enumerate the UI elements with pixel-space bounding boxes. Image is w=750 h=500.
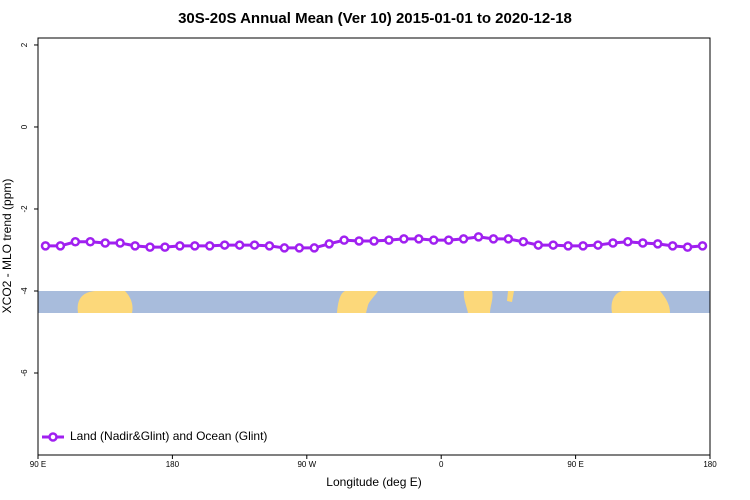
- data-point: [488, 234, 499, 244]
- x-tick-label: 180: [166, 460, 180, 469]
- data-point: [503, 234, 514, 244]
- data-point: [55, 241, 66, 251]
- data-point: [294, 243, 305, 253]
- data-point: [697, 241, 708, 251]
- x-tick-label: 180: [703, 460, 717, 469]
- data-point: [563, 241, 573, 251]
- x-tick-label: 90 W: [297, 460, 316, 469]
- data-point: [682, 242, 693, 252]
- data-point: [264, 241, 275, 251]
- data-point: [190, 241, 200, 251]
- x-tick-label: 90 E: [30, 460, 46, 469]
- x-axis-label: Longitude (deg E): [326, 475, 421, 489]
- legend-marker: [48, 432, 58, 442]
- data-point: [175, 241, 185, 251]
- data-point: [40, 241, 51, 251]
- data-point: [518, 237, 529, 247]
- data-point: [249, 240, 260, 250]
- y-tick-label: -6: [20, 369, 29, 377]
- data-point: [354, 236, 364, 246]
- data-point: [667, 241, 678, 251]
- data-point: [414, 234, 424, 244]
- data-point: [204, 241, 215, 251]
- data-point: [100, 238, 110, 248]
- data-point: [145, 242, 155, 252]
- data-point: [384, 235, 394, 245]
- data-point: [473, 232, 484, 242]
- data-point: [234, 240, 245, 250]
- data-point: [533, 240, 544, 250]
- land-ocean-map: [38, 291, 710, 313]
- data-point: [428, 235, 439, 245]
- data-point: [309, 243, 320, 253]
- data-point: [443, 235, 454, 245]
- data-point: [115, 238, 125, 248]
- x-tick-label: 0: [439, 460, 444, 469]
- data-point: [219, 240, 230, 250]
- data-point: [608, 238, 618, 248]
- data-point: [638, 238, 648, 248]
- data-point: [339, 235, 349, 245]
- chart-title: 30S-20S Annual Mean (Ver 10) 2015-01-01 …: [178, 10, 572, 27]
- data-point: [399, 234, 409, 244]
- data-point: [85, 237, 96, 247]
- data-point: [578, 241, 588, 251]
- data-point: [458, 234, 469, 244]
- x-tick-label: 90 E: [567, 460, 583, 469]
- y-axis-label: XCO2 - MLO trend (ppm): [0, 179, 14, 314]
- data-point: [548, 240, 558, 250]
- data-point: [369, 236, 379, 246]
- data-point: [160, 242, 170, 252]
- data-point: [652, 239, 663, 249]
- data-point: [623, 237, 633, 247]
- data-point: [279, 243, 290, 253]
- data-point: [324, 239, 334, 249]
- data-point: [593, 240, 603, 250]
- y-tick-label: 2: [20, 42, 29, 47]
- plot-frame: [37, 37, 711, 456]
- y-tick-label: 0: [20, 124, 29, 129]
- y-tick-label: -2: [20, 205, 29, 213]
- data-point: [130, 241, 140, 251]
- data-point: [70, 237, 81, 247]
- y-tick-label: -4: [20, 287, 29, 295]
- legend-label: Land (Nadir&Glint) and Ocean (Glint): [70, 429, 267, 443]
